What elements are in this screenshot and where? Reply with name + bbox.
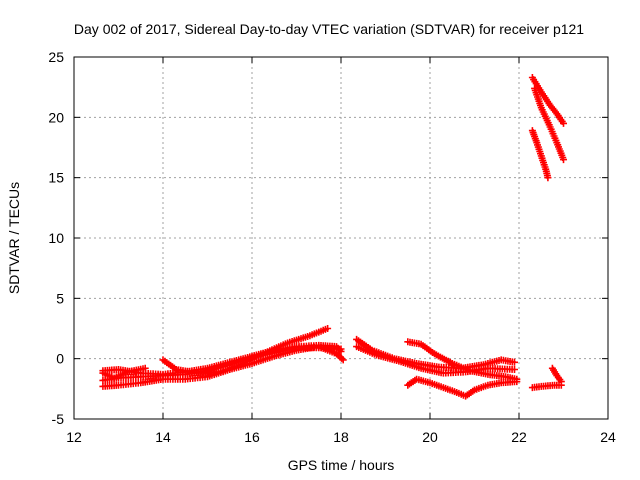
y-tick-label: 15	[48, 170, 64, 186]
data-point	[560, 119, 567, 127]
data-point	[560, 156, 567, 164]
data-point	[337, 345, 345, 353]
data-marks	[99, 74, 567, 400]
data-point	[557, 378, 565, 386]
data-point	[141, 364, 149, 372]
y-axis-label: SDTVAR / TECUs	[6, 182, 22, 294]
series-sat-l	[528, 127, 552, 182]
series-sat-i	[404, 375, 521, 400]
x-tick-label: 18	[333, 429, 349, 445]
y-tick-label: 20	[48, 109, 64, 125]
y-tick-label: 10	[48, 230, 64, 246]
y-tick-label: -5	[52, 411, 65, 427]
x-tick-label: 20	[422, 429, 438, 445]
data-point	[324, 325, 332, 332]
data-point	[511, 358, 518, 366]
x-tick-label: 12	[66, 429, 82, 445]
data-point	[339, 356, 347, 364]
data-point	[544, 174, 552, 182]
x-tick-label: 22	[511, 429, 527, 445]
series-sat-d	[159, 325, 332, 377]
x-tick-label: 16	[244, 429, 260, 445]
axis-ticks: 12 14 16 18 20 22 24 -5 0 5 10 15 20 25	[48, 49, 616, 445]
series-sat-m	[528, 381, 565, 392]
plot-frame	[73, 56, 609, 420]
series-sat-n	[548, 364, 565, 386]
chart-title: Day 002 of 2017, Sidereal Day-to-day VTE…	[74, 21, 584, 37]
data-point	[513, 378, 521, 386]
y-tick-label: 25	[48, 49, 64, 65]
grid	[74, 57, 608, 419]
series-sat-k	[531, 84, 567, 164]
y-tick-label: 0	[56, 351, 64, 367]
x-tick-label: 24	[600, 429, 616, 445]
series-sat-g	[353, 343, 518, 377]
x-tick-label: 14	[155, 429, 171, 445]
x-axis-label: GPS time / hours	[288, 457, 395, 473]
series-sat-j	[528, 74, 567, 127]
data-point	[511, 366, 518, 373]
series-sat-e	[99, 364, 149, 382]
y-tick-label: 5	[56, 290, 64, 306]
